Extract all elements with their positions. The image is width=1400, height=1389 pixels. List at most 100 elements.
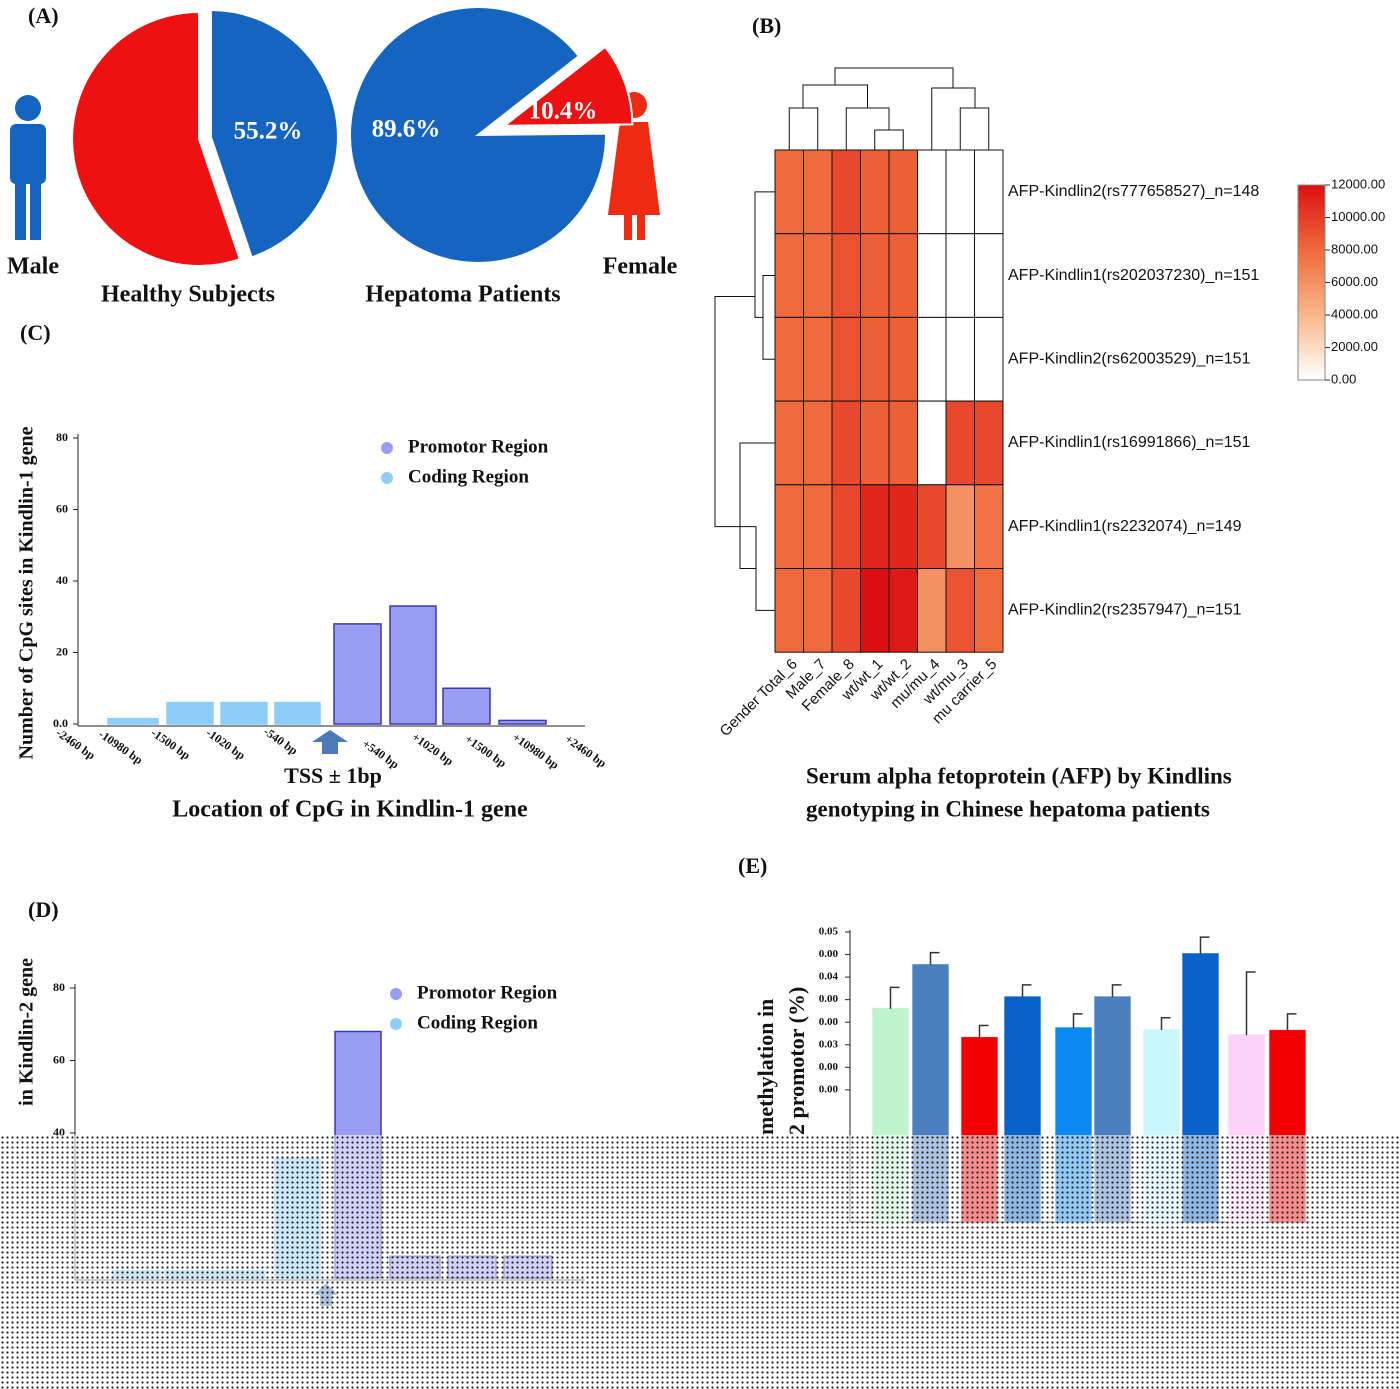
colorbar-tick-label: 8000.00: [1331, 241, 1378, 256]
annotation: TSS ± 1bp: [284, 763, 382, 788]
heatmap-cell: [774, 400, 804, 486]
colorbar-tick-label: 4000.00: [1331, 306, 1378, 321]
heatmap-cell: [831, 400, 861, 486]
heatmap-cell: [974, 484, 1004, 569]
pie-slice: [349, 6, 607, 264]
heatmap-cell: [774, 484, 804, 569]
tss-arrow: [312, 730, 348, 754]
chart-title: genotyping in Chinese hepatoma patients: [806, 796, 1210, 821]
colorbar: [1297, 184, 1326, 381]
y-tick-label: 0.00: [819, 1061, 839, 1073]
colorbar-tick-label: 2000.00: [1331, 339, 1378, 354]
bar: [166, 701, 214, 725]
panel-label: (E): [738, 853, 767, 878]
heatmap-cell: [831, 568, 861, 653]
heatmap-cell: [831, 316, 861, 402]
colorbar-tick-label: 0.00: [1331, 371, 1356, 386]
overlay: [0, 1135, 1400, 1389]
bar: [333, 623, 382, 725]
heatmap-cell: [803, 484, 833, 569]
legend-marker: [390, 988, 402, 1000]
y-tick-label: 0.00: [819, 1016, 839, 1028]
heatmap-cell: [974, 316, 1004, 402]
heatmap-cell: [888, 568, 918, 653]
heatmap-cell: [974, 149, 1004, 235]
row-label: AFP-Kindlin1(rs202037230)_n=151: [1008, 267, 1259, 284]
row-label: AFP-Kindlin2(rs62003529)_n=151: [1008, 350, 1250, 367]
heatmap-cell: [774, 233, 804, 318]
pie-slice: [501, 45, 634, 127]
legend-marker: [381, 472, 393, 484]
heatmap-cell: [945, 149, 975, 235]
dendrogram: [931, 87, 976, 150]
pie-title: Healthy Subjects: [101, 282, 275, 308]
slice-label: 10.4%: [529, 98, 598, 125]
x-tick-label: +2460 bp: [562, 732, 609, 771]
bar: [274, 701, 321, 725]
y-axis-label: 2 promotor (%): [784, 987, 809, 1135]
dendrogram: [802, 84, 868, 108]
panel-label: (C): [20, 320, 51, 345]
dendrogram: [959, 107, 990, 150]
heatmap-cell: [860, 233, 890, 318]
panel-label: (A): [28, 3, 59, 28]
x-tick-label: +1020 bp: [409, 730, 456, 769]
row-label: AFP-Kindlin2(rs777658527)_n=148: [1008, 183, 1259, 200]
legend-label: Coding Region: [408, 466, 529, 487]
y-tick-label: 0.00: [819, 1083, 839, 1095]
error-bar: [929, 951, 940, 965]
y-tick-label: 40: [56, 573, 68, 587]
heatmap-cell: [803, 149, 833, 235]
heatmap-cell: [774, 316, 804, 402]
heatmap-cell: [974, 233, 1004, 318]
error-bar: [1072, 1013, 1083, 1029]
y-axis-label: Number of CpG sites in Kindlin-1 gene: [16, 426, 38, 759]
y-tick-label: 80: [53, 980, 65, 994]
colorbar-tick-label: 6000.00: [1331, 274, 1378, 289]
row-label: AFP-Kindlin1(rs16991866)_n=151: [1008, 434, 1250, 451]
error-bar: [889, 986, 900, 1009]
colorbar-tick-label: 10000.00: [1331, 209, 1385, 224]
heatmap-cell: [917, 149, 947, 235]
y-tick-label: 0.00: [819, 993, 839, 1005]
y-tick-label: 60: [53, 1052, 65, 1066]
heatmap-cell: [945, 568, 975, 653]
column-label: Gender Total_6: [717, 656, 801, 740]
legend-marker: [381, 442, 393, 454]
dendrogram: [762, 275, 775, 360]
pie-slice: [71, 10, 242, 267]
heatmap-cell: [917, 568, 947, 653]
legend-label: Promotor Region: [408, 436, 549, 457]
error-bar: [1286, 1013, 1297, 1031]
y-tick-label: 60: [56, 501, 68, 515]
error-bar: [1199, 936, 1210, 954]
y-axis-label: methylation in: [753, 999, 778, 1135]
y-axis-label: in Kindlin-2 gene: [16, 958, 38, 1106]
x-tick-label: -1020 bp: [204, 726, 249, 763]
bar: [498, 719, 547, 725]
heatmap-cell: [888, 316, 918, 402]
heatmap-cell: [917, 400, 947, 486]
x-axis-label: Location of CpG in Kindlin-1 gene: [172, 797, 528, 823]
heatmap-cell: [803, 568, 833, 653]
bar: [389, 605, 437, 725]
bar: [107, 717, 159, 725]
x-tick-label: -1500 bp: [149, 726, 194, 763]
error-bar: [978, 1024, 989, 1038]
colorbar-tick-label: 12000.00: [1331, 176, 1385, 191]
heatmap-cell: [945, 400, 975, 486]
heatmap-cell: [831, 233, 861, 318]
heatmap-cell: [888, 233, 918, 318]
heatmap-cell: [831, 484, 861, 569]
heatmap-cell: [917, 316, 947, 402]
heatmap-cell: [803, 233, 833, 318]
legend-label: Coding Region: [417, 1012, 538, 1033]
y-tick-label: 0.03: [819, 1038, 839, 1050]
heatmap-cell: [831, 149, 861, 235]
row-label: AFP-Kindlin1(rs2232074)_n=149: [1008, 518, 1242, 535]
heatmap-cell: [860, 316, 890, 402]
y-tick-label: 0.0: [53, 716, 68, 730]
male-icon: [10, 95, 46, 240]
legend-label: Promotor Region: [417, 982, 558, 1003]
